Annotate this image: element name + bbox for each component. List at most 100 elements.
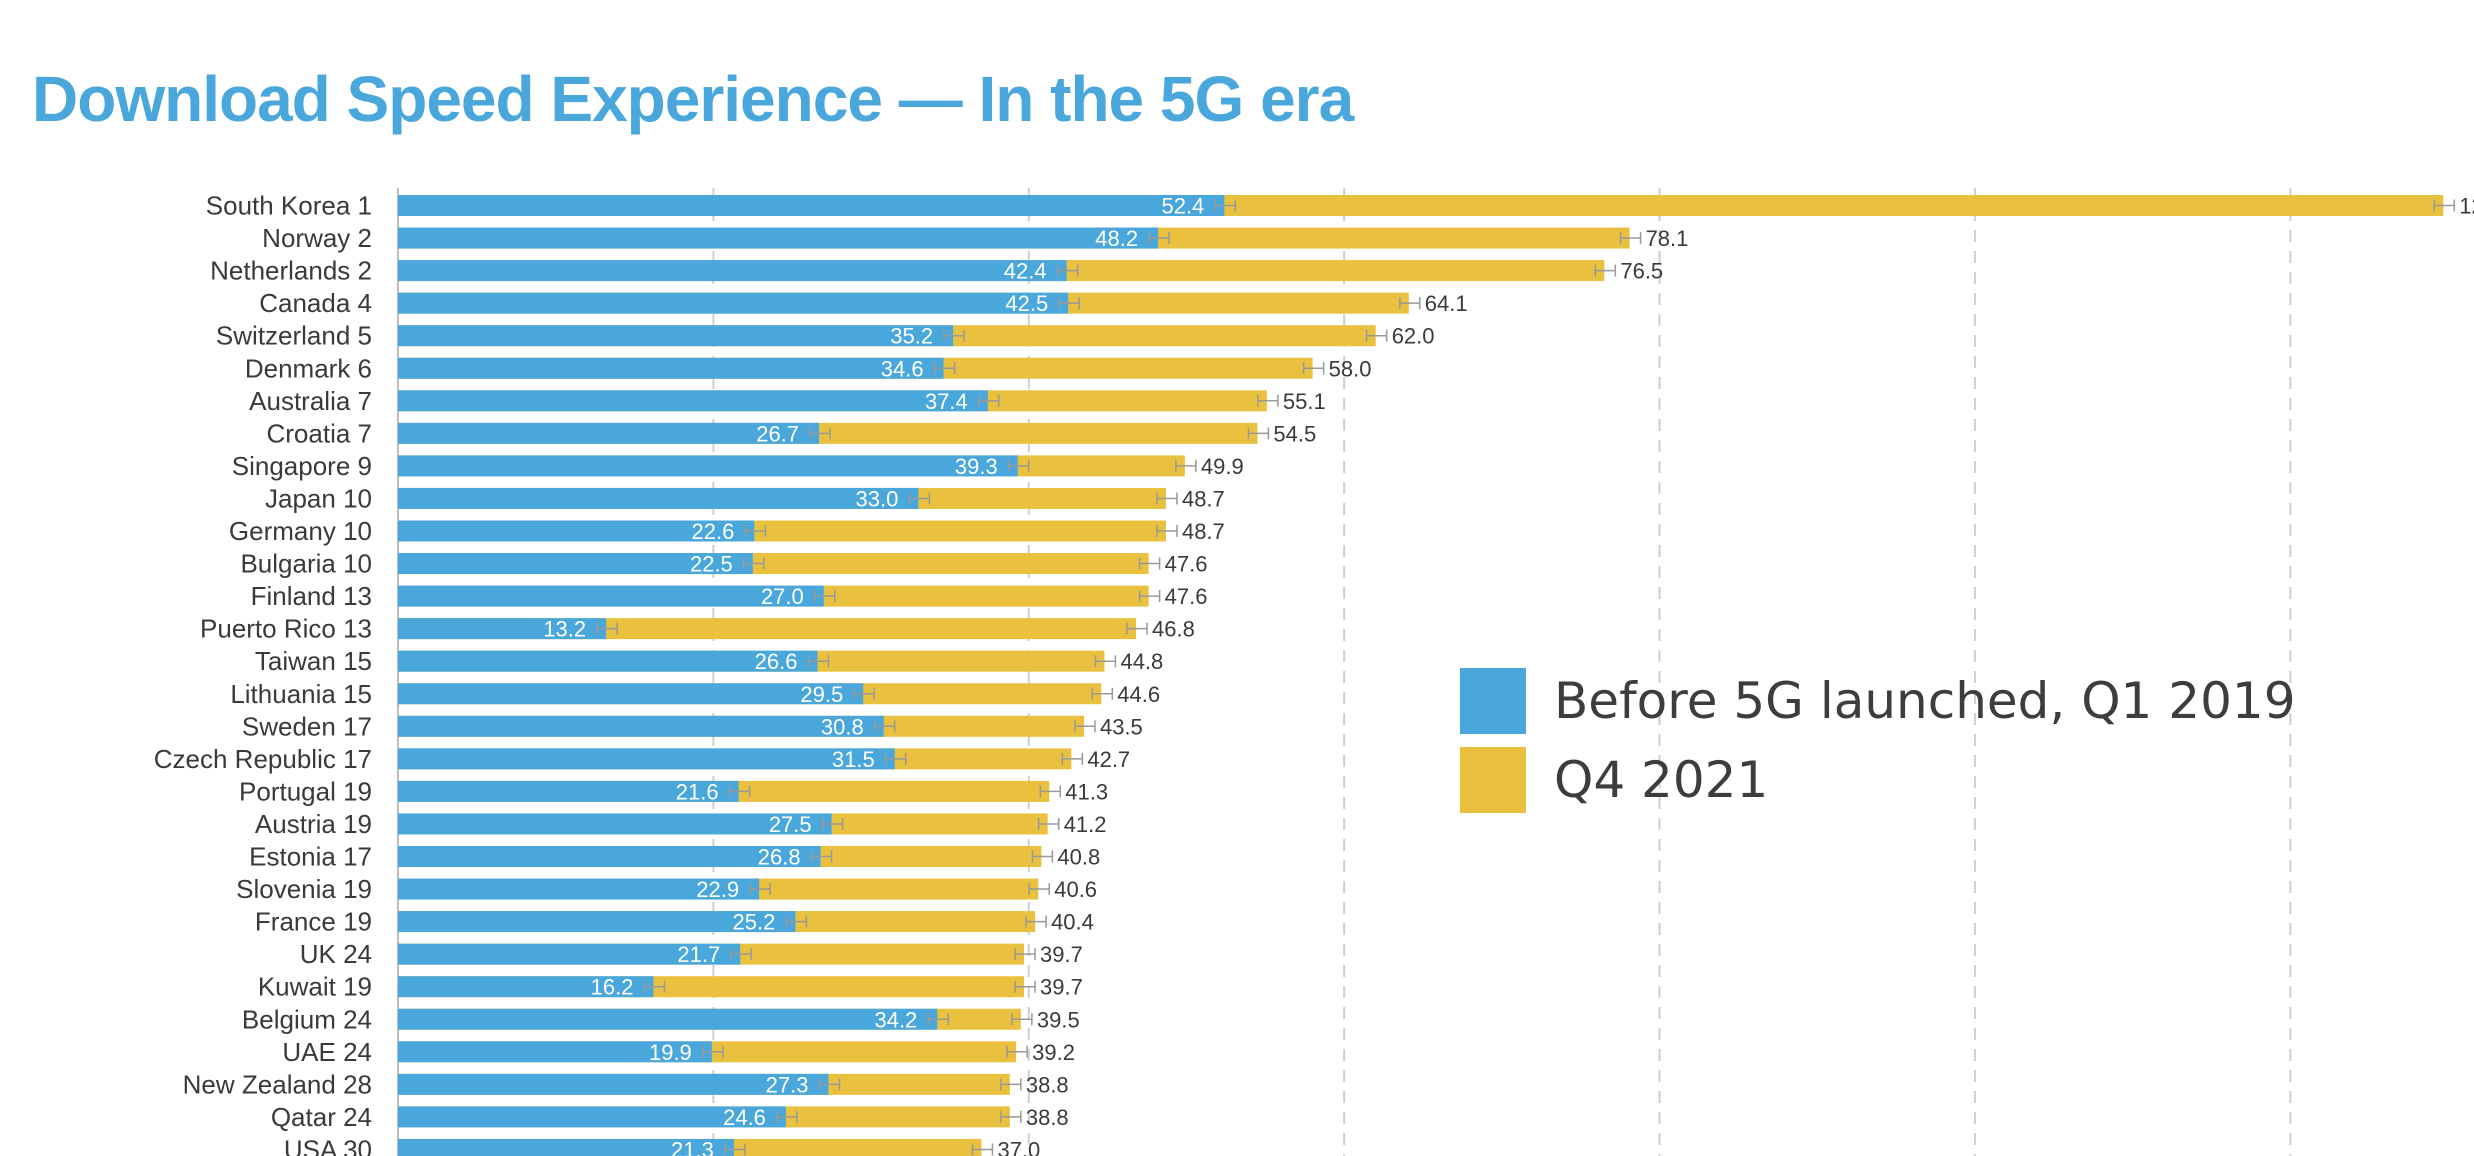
- value-label-after: 76.5: [1620, 259, 1663, 284]
- value-label-before: 31.5: [832, 747, 875, 772]
- value-label-after: 48.7: [1182, 486, 1225, 511]
- value-label-after: 49.9: [1201, 454, 1244, 479]
- value-label-before: 37.4: [925, 389, 968, 414]
- value-label-after: 58.0: [1329, 356, 1372, 381]
- bar-before-5g: [398, 650, 818, 672]
- value-label-before: 13.2: [543, 617, 586, 642]
- value-label-before: 35.2: [890, 324, 933, 349]
- bar-labels: 52.4 129.7 48.2 78.1 42.4 76.5 42.5 64.1 35.2 62.…: [543, 194, 2474, 1156]
- value-label-after: 55.1: [1283, 389, 1326, 414]
- category-label: Kuwait 19: [258, 972, 372, 1002]
- value-label-after: 64.1: [1425, 291, 1468, 316]
- category-label: Qatar 24: [271, 1102, 372, 1132]
- bar-before-5g: [398, 878, 760, 900]
- bar-before-5g: [398, 976, 654, 998]
- value-label-after: 44.6: [1117, 682, 1160, 707]
- value-label-after: 37.0: [997, 1137, 1040, 1156]
- bar-before-5g: [398, 422, 820, 444]
- value-label-after: 39.7: [1040, 975, 1083, 1000]
- value-label-after: 40.8: [1057, 845, 1100, 870]
- bar-before-5g: [398, 227, 1159, 249]
- value-label-after: 39.7: [1040, 942, 1083, 967]
- category-label: Belgium 24: [242, 1004, 372, 1034]
- bar-before-5g: [398, 260, 1067, 282]
- value-label-after: 41.3: [1065, 779, 1108, 804]
- bar-before-5g: [398, 1106, 786, 1128]
- legend-item-after: Q4 2021: [1460, 747, 2296, 813]
- value-label-before: 22.6: [692, 519, 735, 544]
- category-label: Taiwan 15: [255, 646, 372, 676]
- bar-before-5g: [398, 813, 832, 835]
- value-label-after: 62.0: [1392, 324, 1435, 349]
- category-label: Germany 10: [229, 516, 372, 546]
- value-label-after: 54.5: [1273, 421, 1316, 446]
- value-label-before: 42.4: [1004, 259, 1047, 284]
- value-label-after: 42.7: [1087, 747, 1130, 772]
- bar-before-5g: [398, 325, 954, 347]
- bar-before-5g: [398, 1073, 829, 1095]
- bar-before-5g: [398, 780, 739, 802]
- category-label: Bulgaria 10: [240, 549, 372, 579]
- value-label-before: 29.5: [800, 682, 843, 707]
- value-label-before: 25.2: [733, 910, 776, 935]
- category-label: Croatia 7: [267, 418, 373, 448]
- value-label-before: 21.7: [677, 942, 720, 967]
- legend-swatch-before: [1460, 668, 1526, 734]
- category-label: Sweden 17: [242, 711, 372, 741]
- bar-before-5g: [398, 715, 884, 737]
- bar-before-5g: [398, 911, 796, 933]
- value-label-before: 34.2: [874, 1007, 917, 1032]
- before-5g-bars: [398, 195, 1225, 1156]
- value-label-after: 40.4: [1051, 910, 1094, 935]
- value-label-before: 39.3: [955, 454, 998, 479]
- bar-before-5g: [398, 618, 607, 640]
- bar-before-5g: [398, 520, 755, 542]
- category-label: Portugal 19: [239, 776, 372, 806]
- category-label: Singapore 9: [232, 451, 372, 481]
- value-label-after: 46.8: [1152, 617, 1195, 642]
- bar-before-5g: [398, 846, 821, 867]
- legend-label-before: Before 5G launched, Q1 2019: [1554, 672, 2296, 730]
- value-label-before: 33.0: [856, 486, 899, 511]
- value-label-after: 41.2: [1064, 812, 1107, 837]
- category-label: Switzerland 5: [216, 321, 372, 351]
- bar-before-5g: [398, 553, 753, 575]
- legend-swatch-after: [1460, 747, 1526, 813]
- legend-label-after: Q4 2021: [1554, 751, 1769, 809]
- category-label: Japan 10: [265, 483, 372, 513]
- category-label: Norway 2: [262, 223, 372, 253]
- value-label-before: 26.6: [755, 649, 798, 674]
- legend-item-before: Before 5G launched, Q1 2019: [1460, 668, 2296, 734]
- value-label-after: 47.6: [1165, 584, 1208, 609]
- category-label: Denmark 6: [245, 353, 372, 383]
- value-label-before: 26.8: [758, 845, 801, 870]
- value-label-before: 27.3: [766, 1072, 809, 1097]
- category-label: Netherlands 2: [210, 256, 372, 286]
- value-label-after: 39.5: [1037, 1007, 1080, 1032]
- value-label-before: 22.9: [696, 877, 739, 902]
- value-label-after: 38.8: [1026, 1072, 1069, 1097]
- value-label-before: 21.3: [671, 1137, 714, 1156]
- bar-before-5g: [398, 1138, 734, 1156]
- value-label-before: 22.5: [690, 552, 733, 577]
- category-label: New Zealand 28: [183, 1069, 372, 1099]
- value-label-after: 78.1: [1646, 226, 1689, 251]
- category-label: Finland 13: [251, 581, 372, 611]
- value-label-before: 21.6: [676, 779, 719, 804]
- category-label: Austria 19: [255, 809, 372, 839]
- value-label-before: 27.0: [761, 584, 804, 609]
- value-label-after: 47.6: [1165, 552, 1208, 577]
- bar-before-5g: [398, 487, 919, 509]
- category-label: France 19: [255, 907, 372, 937]
- category-label: South Korea 1: [206, 191, 372, 221]
- category-label: Canada 4: [259, 288, 372, 318]
- value-label-before: 19.9: [649, 1040, 692, 1065]
- bar-before-5g: [398, 585, 824, 607]
- bar-before-5g: [398, 390, 988, 412]
- value-label-before: 48.2: [1095, 226, 1138, 251]
- chart-title: Download Speed Experience — In the 5G er…: [32, 63, 1354, 135]
- bar-before-5g: [398, 195, 1225, 216]
- value-label-after: 44.8: [1120, 649, 1163, 674]
